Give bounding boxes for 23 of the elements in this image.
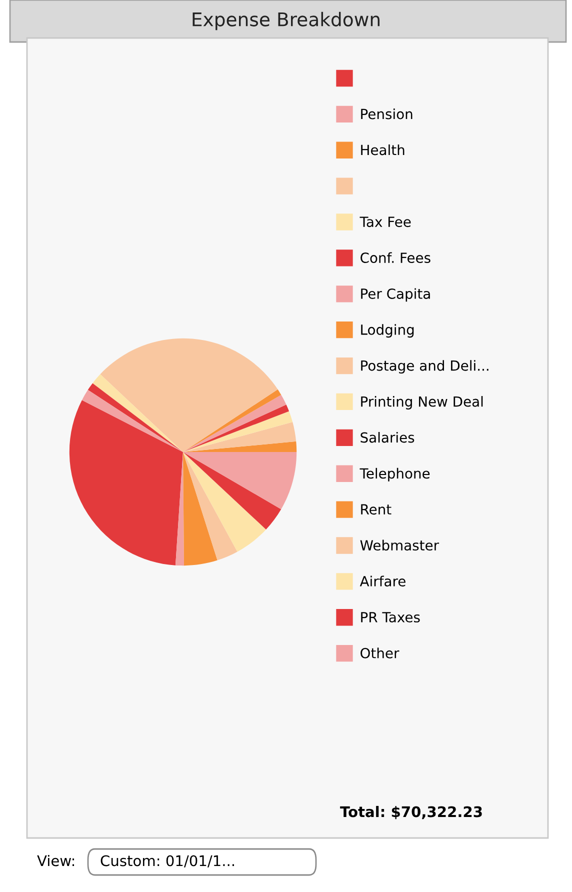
legend-label: Pension — [361, 108, 412, 120]
chart-title: Expense Breakdown — [192, 12, 380, 30]
legend-label: PR Taxes — [361, 612, 420, 622]
pie-slice — [183, 411, 293, 452]
legend-label: Printing New Deal — [361, 396, 483, 410]
legend-label: Rent — [361, 504, 392, 515]
pie-slice — [183, 452, 266, 552]
legend-label: Health — [361, 144, 404, 156]
pie-slice — [183, 452, 218, 566]
legend-label: Lodging — [361, 324, 414, 338]
legend-label: Telephone — [360, 468, 430, 482]
pie-slice — [92, 374, 183, 452]
text: Custom: 01/01/1... — [100, 855, 234, 868]
legend-label: Postage and Deli... — [361, 360, 488, 374]
legend-label: Other — [360, 648, 400, 658]
legend-label: Conf. Fees — [360, 252, 430, 264]
legend-label: Tax Fee — [360, 216, 411, 228]
legend-label: Airfare — [360, 576, 406, 586]
text: View: — [37, 854, 74, 866]
legend-label: Salaries — [360, 432, 414, 443]
legend-label: Webmaster — [360, 540, 440, 551]
legend-label: Per Capita — [361, 288, 430, 302]
text: Total: $70,322.23 — [340, 806, 482, 820]
